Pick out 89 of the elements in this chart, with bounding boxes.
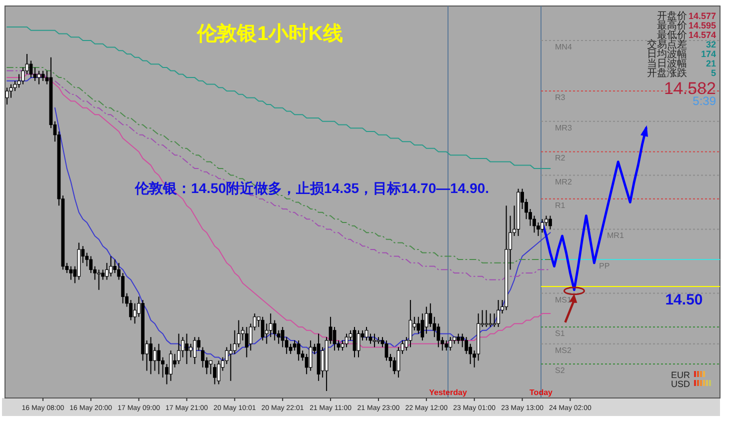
annotation: 14.50	[665, 292, 703, 309]
annotation: Yesterday	[429, 388, 468, 397]
candlestick	[89, 256, 93, 274]
candlestick	[548, 215, 552, 230]
text: 开盘价	[657, 10, 687, 22]
candlestick	[428, 302, 432, 328]
candlestick	[492, 312, 496, 328]
candlestick	[105, 262, 109, 280]
candlestick	[133, 302, 137, 324]
text: 32	[706, 40, 716, 50]
candlestick	[149, 336, 152, 375]
candlestick	[308, 340, 312, 372]
candlestick	[496, 300, 500, 328]
candlestick	[177, 333, 180, 365]
chart-title: 伦敦银1小时K线	[196, 22, 343, 45]
candlestick	[540, 218, 544, 234]
candlestick	[260, 316, 264, 341]
candlestick	[384, 340, 388, 362]
candlestick	[5, 87, 9, 106]
annotation: 当日波幅	[647, 58, 687, 70]
candlestick	[109, 256, 113, 277]
text: 最低价	[657, 29, 687, 41]
text: 交易点差	[647, 38, 687, 50]
candlestick	[544, 215, 548, 226]
candlestick	[464, 336, 468, 354]
text: 14.574	[688, 30, 716, 40]
candlestick	[416, 316, 420, 334]
candlestick	[153, 346, 156, 372]
ref-line-label: MS2	[555, 346, 572, 355]
candlestick	[296, 340, 300, 362]
candlestick	[272, 320, 276, 341]
candlestick	[488, 312, 492, 328]
candlestick	[213, 364, 216, 385]
annotation: 21	[706, 58, 716, 68]
annotation: EUR	[670, 370, 690, 380]
candlestick	[244, 326, 248, 358]
candlestick	[396, 346, 400, 378]
candlestick	[193, 336, 196, 365]
ref-line-label: S2	[555, 366, 566, 376]
candlestick	[352, 326, 356, 358]
ref-line-label: PP	[599, 262, 610, 271]
ref-line-label: R3	[555, 93, 566, 102]
ref-line-label: R1	[555, 200, 566, 210]
text: 最高价	[657, 20, 687, 32]
candlestick	[13, 80, 17, 92]
candlestick	[185, 333, 188, 365]
annotation: 5	[710, 68, 716, 78]
ref-line-label: MR2	[555, 177, 572, 186]
ref-line-label: MR1	[607, 231, 624, 240]
candlestick	[364, 326, 368, 341]
ref-line-label: MR3	[555, 123, 572, 132]
candlestick	[217, 360, 220, 385]
candlestick	[37, 70, 41, 85]
candlestick	[21, 66, 25, 85]
candlestick	[9, 84, 13, 98]
ref-line-label: MS1	[555, 295, 572, 304]
candlestick	[368, 333, 372, 344]
ref-line-label: R2	[555, 154, 566, 163]
candlestick	[17, 74, 21, 88]
candlestick	[444, 340, 448, 352]
candlestick	[41, 70, 45, 82]
candlestick	[448, 336, 452, 352]
candlestick	[113, 259, 117, 274]
candlestick	[484, 310, 488, 328]
annotation: USD	[670, 379, 690, 389]
candlestick	[332, 326, 336, 352]
candlestick	[292, 340, 296, 352]
annotation: Today	[530, 388, 554, 397]
candlestick	[420, 312, 424, 341]
candlestick	[288, 343, 292, 354]
candlestick	[344, 333, 348, 348]
candlestick	[169, 350, 172, 382]
candlestick	[456, 333, 460, 344]
candlestick	[69, 266, 73, 280]
candlestick	[460, 333, 464, 348]
text: 14.577	[688, 11, 716, 21]
text: 14.595	[688, 20, 716, 30]
annotation: 开盘涨跌	[647, 67, 687, 79]
ref-line-label: S1	[555, 328, 566, 338]
candlestick	[157, 343, 160, 375]
annotation: 174	[700, 49, 716, 59]
candlestick	[97, 269, 101, 290]
candlestick	[408, 300, 412, 348]
candlestick	[189, 343, 192, 358]
candlestick	[268, 312, 272, 338]
annotation: 日均波幅	[647, 48, 687, 60]
ref-line-label: MN4	[555, 42, 572, 52]
candlestick	[372, 333, 376, 348]
candlestick	[236, 320, 240, 348]
